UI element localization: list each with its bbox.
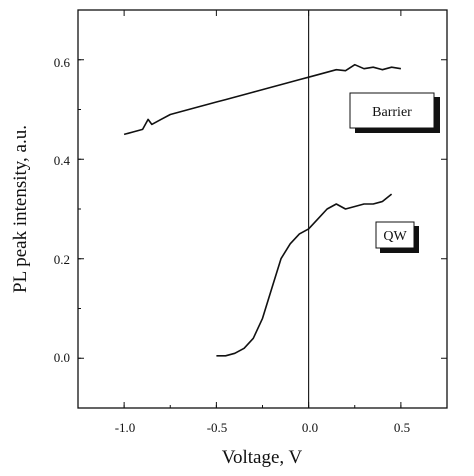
barrier-label-box [349, 92, 435, 129]
plot-frame [77, 9, 448, 409]
x-axis-title: Voltage, V [222, 447, 303, 468]
qw-label: QW [375, 221, 419, 253]
x-tick-labels: -1.0 -0.5 0.0 0.5 [115, 420, 410, 435]
x-tick-label: -1.0 [115, 420, 136, 435]
series-line-qw [216, 193, 393, 357]
y-axis-title: PL peak intensity, a.u. [10, 125, 31, 293]
qw-label-box [375, 221, 415, 249]
x-tick-label: 0.5 [394, 420, 410, 435]
barrier-label-text: Barrier [372, 105, 412, 120]
axis-ticks [77, 9, 448, 409]
series-lines [123, 63, 402, 357]
x-tick-label: -0.5 [207, 420, 228, 435]
y-tick-label: 0.0 [54, 350, 70, 365]
y-tick-labels: 0.0 0.2 0.4 0.6 [54, 55, 71, 365]
y-tick-label: 0.4 [54, 153, 71, 168]
series-line-barrier [123, 63, 402, 136]
y-tick-label: 0.2 [54, 252, 70, 267]
qw-label-text: QW [383, 229, 407, 244]
x-tick-label: 0.0 [302, 420, 318, 435]
y-tick-label: 0.6 [54, 55, 71, 70]
barrier-label: Barrier [349, 92, 440, 133]
